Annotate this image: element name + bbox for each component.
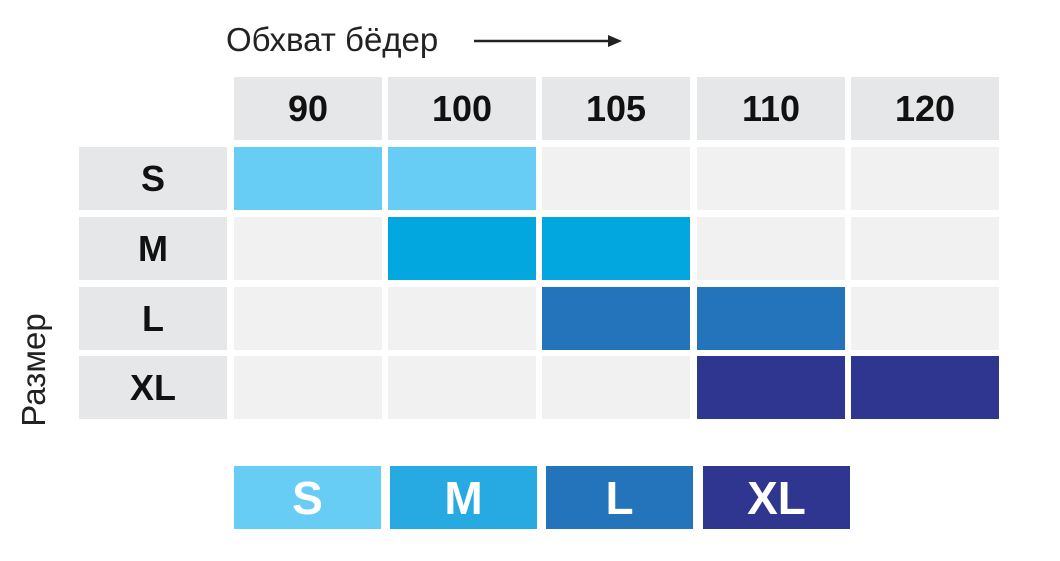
empty-cell-m-110 [697, 217, 845, 280]
cell-s-90 [234, 147, 382, 210]
column-header-105: 105 [542, 77, 690, 140]
cell-l-110 [697, 287, 845, 350]
legend-item-m: M [390, 466, 537, 529]
column-header-90: 90 [234, 77, 382, 140]
cell-s-100 [388, 147, 536, 210]
row-header-s: S [79, 147, 227, 210]
row-header-m: M [79, 217, 227, 280]
empty-cell-l-90 [234, 287, 382, 350]
cell-xl-110 [697, 356, 845, 419]
row-header-l: L [79, 287, 227, 350]
y-axis-title-text: Размер [15, 313, 52, 427]
cell-l-105 [542, 287, 690, 350]
empty-cell-s-105 [542, 147, 690, 210]
column-header-110: 110 [697, 77, 845, 140]
empty-cell-m-120 [851, 217, 999, 280]
cell-m-100 [388, 217, 536, 280]
empty-cell-s-120 [851, 147, 999, 210]
empty-cell-xl-105 [542, 356, 690, 419]
empty-cell-xl-100 [388, 356, 536, 419]
row-header-xl: XL [79, 356, 227, 419]
empty-cell-s-110 [697, 147, 845, 210]
empty-cell-l-100 [388, 287, 536, 350]
column-header-120: 120 [851, 77, 999, 140]
legend-item-l: L [546, 466, 693, 529]
legend-item-xl: XL [703, 466, 850, 529]
column-header-100: 100 [388, 77, 536, 140]
empty-cell-m-90 [234, 217, 382, 280]
cell-xl-120 [851, 356, 999, 419]
legend-item-s: S [234, 466, 381, 529]
x-axis-title: Обхват бёдер [226, 21, 439, 58]
empty-cell-xl-90 [234, 356, 382, 419]
empty-cell-l-120 [851, 287, 999, 350]
x-axis-arrow-icon [474, 35, 622, 47]
cell-m-105 [542, 217, 690, 280]
